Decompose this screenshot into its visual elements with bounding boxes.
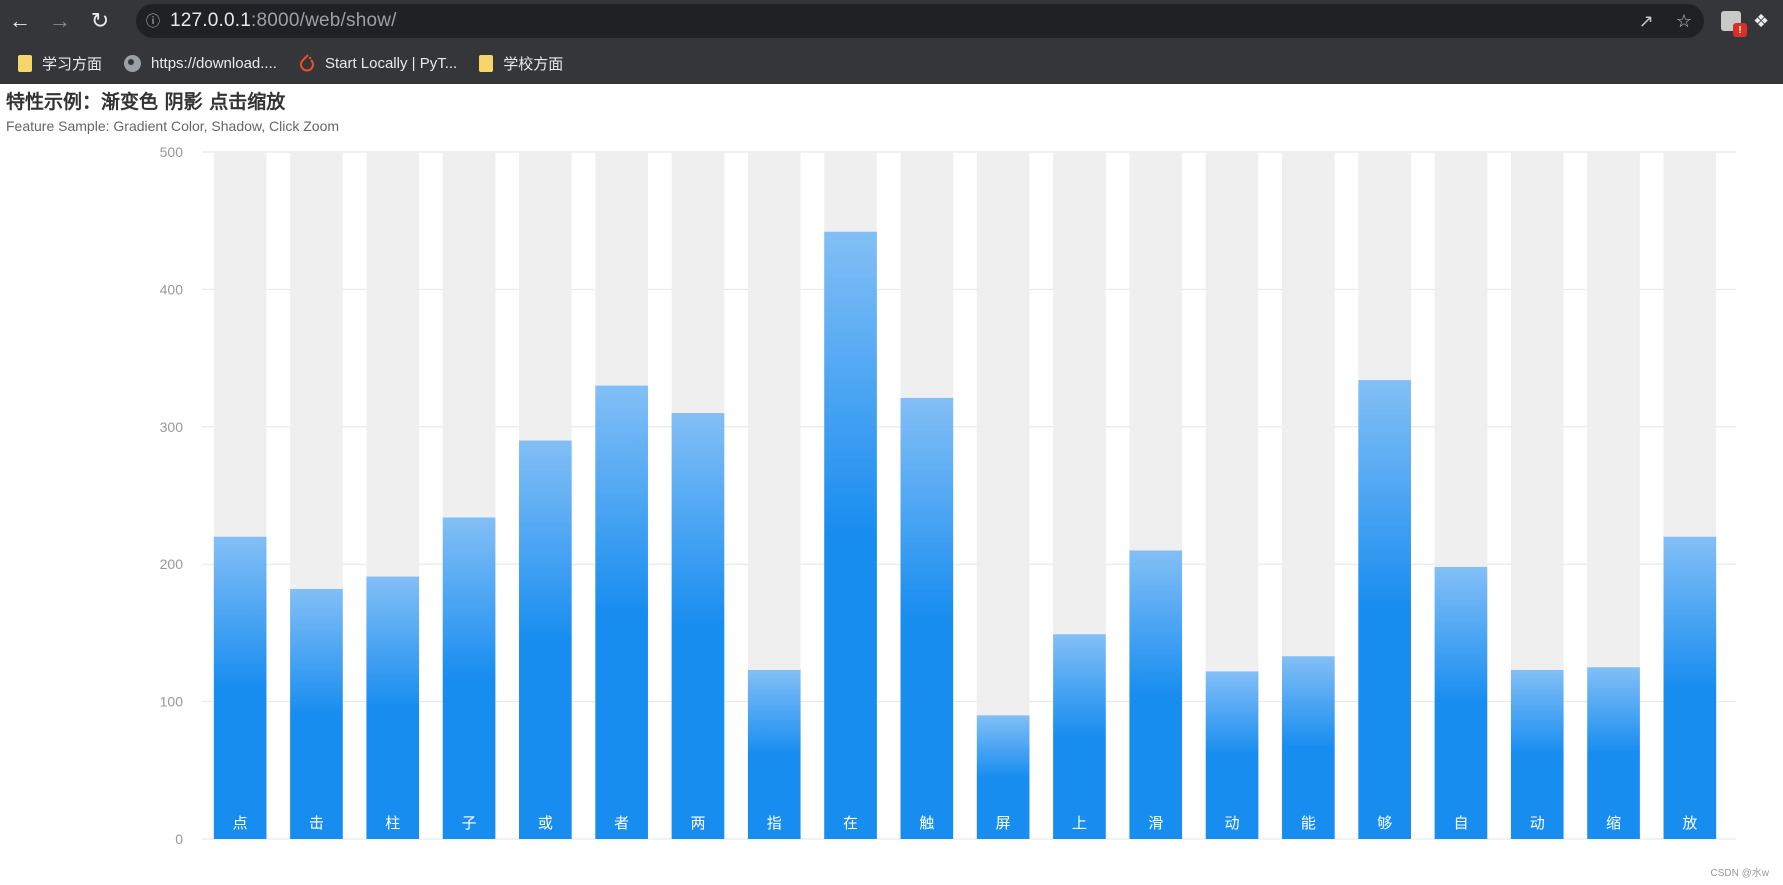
bar[interactable] (1663, 536, 1717, 839)
y-tick-label: 500 (160, 144, 184, 160)
bar[interactable] (1358, 380, 1411, 839)
category-label: 屏 (996, 814, 1011, 832)
bar[interactable] (671, 413, 725, 839)
bar[interactable] (442, 517, 496, 839)
category-label: 或 (538, 814, 553, 832)
bar[interactable] (1129, 550, 1183, 839)
category-label: 子 (462, 814, 477, 832)
bookmarks-bar: 学习方面 https://download.... Start Locally … (0, 42, 1783, 84)
page-title: 特性示例：渐变色 阴影 点击缩放 (6, 91, 286, 113)
extensions-puzzle-icon[interactable]: ❖ (1753, 10, 1770, 31)
bar[interactable] (1587, 667, 1640, 839)
bar[interactable] (366, 576, 420, 839)
category-label: 放 (1682, 814, 1697, 832)
category-label: 在 (843, 814, 858, 832)
url-text[interactable]: 127.0.0.1:8000/web/show/ (170, 10, 397, 31)
bar-chart: 0 100 200 300 400 500 点 击 柱 子 或 者 两 指 在 触 屏 上 滑 动 能 够 自 动 缩 放 (160, 144, 1736, 847)
bookmark-item[interactable]: 学校方面 (479, 53, 563, 74)
y-tick-label: 300 (160, 419, 184, 435)
bar[interactable] (976, 715, 1030, 839)
globe-icon (124, 54, 142, 72)
bar[interactable] (1510, 669, 1564, 839)
category-label: 上 (1072, 814, 1087, 832)
y-tick-label: 400 (160, 281, 184, 297)
folder-icon (479, 54, 494, 72)
bar[interactable] (900, 397, 954, 839)
category-label: 者 (614, 814, 629, 832)
category-label: 柱 (385, 814, 400, 832)
site-info-icon[interactable]: ⓘ (146, 13, 160, 29)
watermark: CSDN @水w (1710, 868, 1770, 879)
bar[interactable] (213, 536, 267, 839)
category-label: 动 (1530, 814, 1545, 832)
category-label: 能 (1301, 814, 1316, 832)
bar[interactable] (1205, 671, 1259, 839)
category-label: 击 (309, 814, 324, 832)
y-tick-label: 100 (160, 694, 184, 710)
extension-icon[interactable]: ! (1721, 11, 1747, 37)
category-label: 缩 (1606, 814, 1621, 832)
bar[interactable] (824, 231, 877, 839)
bookmark-item[interactable]: https://download.... (124, 54, 277, 72)
category-label: 自 (1453, 814, 1468, 832)
extension-badge: ! (1733, 23, 1747, 37)
browser-toolbar: ← → ↻ ⓘ 127.0.0.1:8000/web/show/ ↗ ☆ ! ❖ (0, 0, 1783, 42)
category-label: 指 (767, 814, 782, 832)
folder-icon (18, 54, 32, 72)
bookmark-star-icon[interactable]: ☆ (1675, 10, 1692, 31)
bar[interactable] (595, 385, 648, 839)
category-label: 动 (1225, 814, 1240, 832)
bar[interactable] (290, 588, 343, 839)
category-label: 触 (919, 814, 934, 832)
bookmark-item[interactable]: 学习方面 (18, 53, 102, 74)
back-arrow-icon[interactable]: ← (9, 8, 31, 33)
bookmark-item[interactable]: Start Locally | PyT... (299, 54, 457, 72)
bar[interactable] (747, 669, 801, 839)
bar[interactable] (1434, 566, 1488, 839)
address-bar[interactable]: ⓘ 127.0.0.1:8000/web/show/ ↗ ☆ (136, 4, 1704, 38)
share-icon[interactable]: ↗ (1638, 10, 1654, 31)
category-label: 点 (233, 814, 248, 832)
y-tick-label: 0 (175, 831, 183, 847)
bar[interactable] (1282, 656, 1335, 839)
forward-arrow-icon[interactable]: → (49, 8, 71, 33)
y-tick-label: 200 (160, 556, 184, 572)
reload-icon[interactable]: ↻ (90, 8, 110, 33)
category-label: 滑 (1148, 814, 1163, 832)
category-label: 两 (690, 814, 705, 832)
bar[interactable] (519, 440, 572, 839)
page-subtitle: Feature Sample: Gradient Color, Shadow, … (6, 118, 340, 134)
category-label: 够 (1377, 814, 1392, 832)
bar[interactable] (1053, 634, 1106, 839)
pytorch-icon (299, 54, 315, 72)
